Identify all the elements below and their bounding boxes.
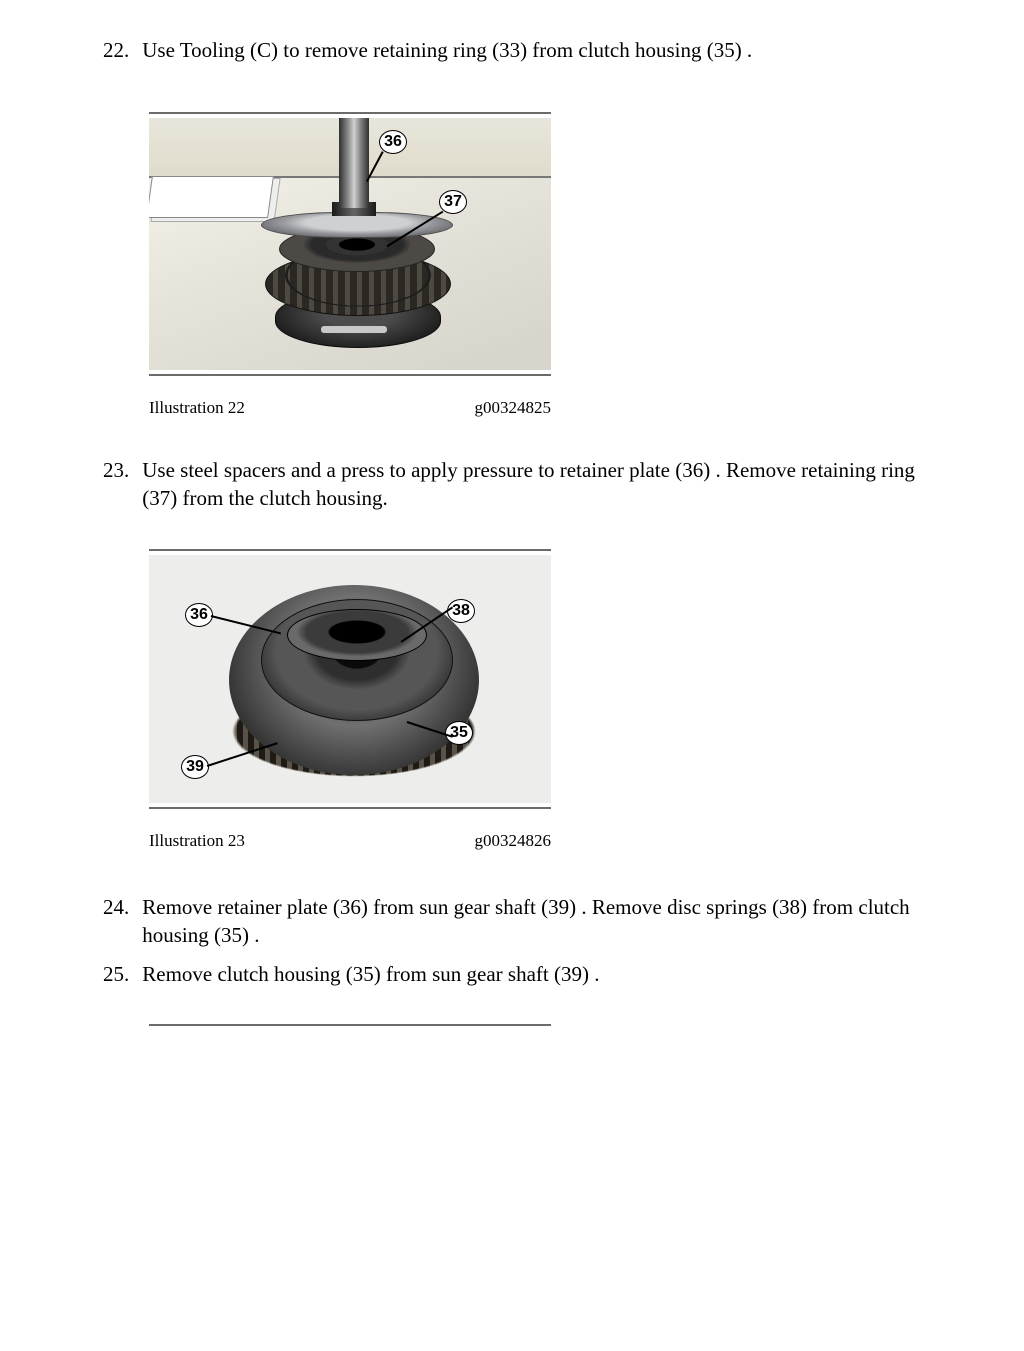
step-24: 24. Remove retainer plate (36) from sun … — [103, 893, 932, 950]
figure-22: 36 37 Illustration 22 g00324825 — [149, 112, 551, 418]
figure-23-callout-38: 38 — [447, 599, 475, 623]
figure-23-label: Illustration 23 — [149, 831, 245, 851]
step-23-text: Use steel spacers and a press to apply p… — [142, 456, 932, 513]
figure-23-code: g00324826 — [475, 831, 552, 851]
figure-22-code: g00324825 — [475, 398, 552, 418]
figure-23-callout-35: 35 — [445, 721, 473, 745]
step-22-number: 22. — [103, 36, 137, 64]
step-24-text: Remove retainer plate (36) from sun gear… — [142, 893, 932, 950]
figure-24-partial — [149, 1024, 551, 1026]
step-25-number: 25. — [103, 960, 137, 988]
figure-23-callout-39: 39 — [181, 755, 209, 779]
figure-23-callout-36: 36 — [185, 603, 213, 627]
step-23-number: 23. — [103, 456, 137, 484]
figure-22-photo: 36 37 — [149, 118, 551, 370]
figure-22-callout-36: 36 — [379, 130, 407, 154]
figure-23-photo: 36 38 35 39 — [149, 555, 551, 803]
figure-23-caption: Illustration 23 g00324826 — [149, 831, 551, 851]
step-22-text: Use Tooling (C) to remove retaining ring… — [142, 36, 932, 64]
figure-22-rule-bottom — [149, 374, 551, 376]
figure-22-label: Illustration 22 — [149, 398, 245, 418]
step-24-number: 24. — [103, 893, 137, 921]
step-25: 25. Remove clutch housing (35) from sun … — [103, 960, 932, 988]
figure-23-rule-bottom — [149, 807, 551, 809]
step-23: 23. Use steel spacers and a press to app… — [103, 456, 932, 513]
step-22: 22. Use Tooling (C) to remove retaining … — [103, 36, 932, 64]
figure-24-rule-top — [149, 1024, 551, 1026]
figure-22-callout-37: 37 — [439, 190, 467, 214]
step-25-text: Remove clutch housing (35) from sun gear… — [142, 960, 932, 988]
figure-22-caption: Illustration 22 g00324825 — [149, 398, 551, 418]
figure-23: 36 38 35 39 Illustration 23 g00324826 — [149, 549, 551, 851]
document-page: 22. Use Tooling (C) to remove retaining … — [0, 0, 1024, 1351]
